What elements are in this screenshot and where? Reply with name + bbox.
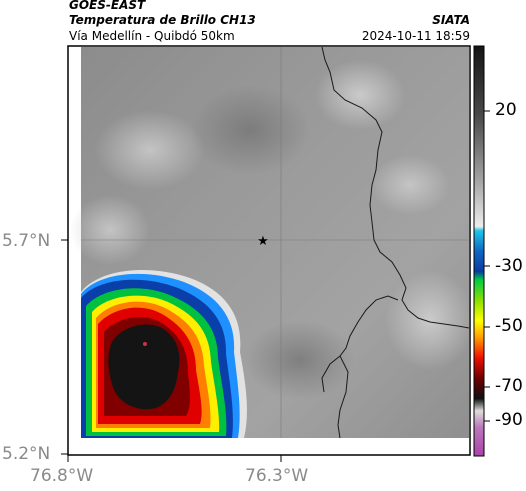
latitude-label: 5.2°N [2, 444, 51, 464]
star-icon: ★ [257, 234, 269, 249]
map-frame [67, 45, 471, 456]
longitude-label: 76.3°W [245, 466, 309, 486]
product-source-title: GOES-EAST [69, 0, 146, 12]
convective-cloud-top [81, 269, 247, 438]
brightness-temperature-field [70, 47, 475, 438]
department-border [337, 355, 349, 439]
colorbar-tick-label: -30 [495, 256, 523, 276]
colorbar-tick-label: -90 [495, 410, 523, 430]
department-border [321, 46, 470, 329]
agency-name: SIATA [432, 13, 470, 27]
colorbar-tick-label: 20 [495, 100, 517, 120]
colorbar-tick-label: -70 [495, 376, 523, 396]
geographic-features: ★ [81, 46, 470, 439]
product-name-title: Temperatura de Brillo CH13 [69, 13, 256, 27]
timestamp: 2024-10-11 18:59 [361, 29, 470, 43]
region-subtitle: Vía Medellín - Quibdó 50km [69, 29, 235, 43]
colorbar-tick-label: -50 [495, 316, 523, 336]
colorbar [473, 45, 490, 457]
department-border [321, 295, 399, 393]
longitude-label: 76.8°W [30, 466, 94, 486]
latitude-label: 5.7°N [2, 231, 51, 251]
axis-ticks [61, 239, 282, 462]
